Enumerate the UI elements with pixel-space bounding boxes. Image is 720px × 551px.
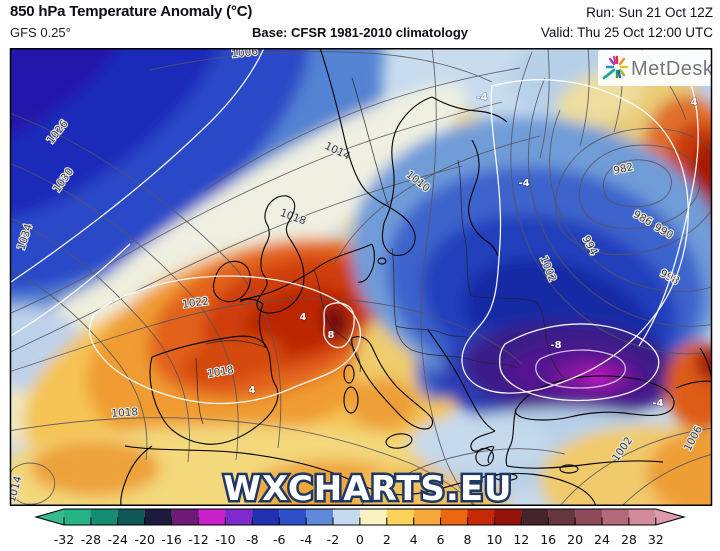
colorbar-segment bbox=[252, 509, 280, 525]
metdesk-logo: MetDesk bbox=[598, 50, 714, 86]
colorbar-segment bbox=[602, 509, 629, 525]
colorbar-arrow-right bbox=[655, 509, 684, 525]
map-svg: 1006 1026 1030 1034 1014 1022 1018 1018 … bbox=[9, 48, 714, 506]
colorbar-tick-label: 20 bbox=[567, 532, 583, 547]
run-time-label: Run: Sun 21 Oct 12Z bbox=[586, 5, 713, 20]
anomaly-label: -4 bbox=[652, 398, 663, 409]
colorbar-segment bbox=[467, 509, 495, 525]
colorbar-segment bbox=[548, 509, 576, 525]
map: 1006 1026 1030 1034 1014 1022 1018 1018 … bbox=[0, 48, 720, 506]
colorbar-tick-label: 0 bbox=[356, 532, 364, 547]
colorbar-tick-label: 4 bbox=[410, 532, 418, 547]
colorbar-segment bbox=[198, 509, 226, 525]
colorbar-tick-label: 10 bbox=[486, 532, 502, 547]
colorbar-segment bbox=[575, 509, 603, 525]
anomaly-label: 4 bbox=[300, 312, 307, 323]
chart-title: 850 hPa Temperature Anomaly (°C) bbox=[10, 3, 253, 20]
isobar-label: 1022 bbox=[182, 295, 210, 311]
baseline-label: Base: CFSR 1981-2010 climatology bbox=[251, 25, 469, 40]
colorbar-tick-label: -12 bbox=[188, 532, 208, 547]
colorbar-labels: -32 -28 -24 -20 -16 -12 -10 -8 -6 -4 -2 … bbox=[54, 532, 664, 547]
colorbar-tick-label: 8 bbox=[464, 532, 472, 547]
colorbar-segments bbox=[33, 508, 687, 526]
isobars-layer bbox=[11, 49, 711, 505]
colorbar-tick-label: -8 bbox=[246, 532, 259, 547]
colorbar-segment bbox=[117, 509, 145, 525]
colorbar-segment bbox=[359, 509, 387, 525]
colorbar-segment bbox=[64, 509, 91, 525]
isobar-label: 1018 bbox=[206, 364, 234, 380]
colorbar-segment bbox=[494, 509, 522, 525]
watermark: WXCHARTS.EU bbox=[223, 469, 512, 506]
colorbar-segment bbox=[413, 509, 441, 525]
colorbar-tick-label: 28 bbox=[621, 532, 637, 547]
anomaly-contours-layer bbox=[11, 49, 699, 405]
starburst-icon bbox=[602, 55, 629, 80]
colorbar-segment bbox=[386, 509, 414, 525]
colorbar-segment bbox=[306, 509, 334, 525]
isobar-label: 1018 bbox=[111, 406, 139, 420]
colorbar-segment bbox=[144, 509, 172, 525]
colorbar-tick-label: -6 bbox=[273, 532, 286, 547]
colorbar-tick-label: -24 bbox=[108, 532, 128, 547]
colorbar-ticks bbox=[63, 517, 657, 525]
colorbar-tick-label: -20 bbox=[134, 532, 154, 547]
colorbar-segment bbox=[225, 509, 253, 525]
colorbar-segment bbox=[628, 509, 656, 525]
colorbar-arrow-left bbox=[36, 509, 64, 525]
anomaly-label: 8 bbox=[328, 330, 335, 341]
anomaly-label: 4 bbox=[249, 385, 256, 396]
temperature-field bbox=[11, 49, 711, 505]
model-label: GFS 0.25° bbox=[10, 25, 71, 40]
isobar-label: 982 bbox=[612, 161, 634, 177]
logo-background bbox=[598, 50, 711, 86]
colorbar-segment bbox=[171, 509, 199, 525]
colorbar-segment bbox=[440, 509, 468, 525]
anomaly-label: -4 bbox=[476, 92, 487, 103]
colorbar-tick-label: -16 bbox=[161, 532, 181, 547]
colorbar-segment bbox=[90, 509, 118, 525]
colorbar-tick-label: 16 bbox=[540, 532, 556, 547]
colorbar-tick-label: -2 bbox=[327, 532, 339, 547]
colorbar-tick-label: -10 bbox=[215, 532, 235, 547]
anomaly-labels: -4 -4 4 4 8 -8 -4 4 bbox=[248, 92, 698, 410]
colorbar-segment bbox=[279, 509, 307, 525]
colorbar-segment bbox=[521, 509, 549, 525]
colorbar-tick-label: 24 bbox=[594, 532, 610, 547]
logo-text: MetDesk bbox=[631, 58, 714, 80]
colorbar-tick-label: 12 bbox=[513, 532, 529, 547]
colorbar-tick-label: -28 bbox=[81, 532, 101, 547]
colorbar-outline bbox=[33, 508, 687, 526]
colorbar-tick-label: -4 bbox=[300, 532, 313, 547]
colorbar-svg: -32 -28 -24 -20 -16 -12 -10 -8 -6 -4 -2 … bbox=[33, 508, 687, 547]
anomaly-label: -4 bbox=[518, 178, 529, 189]
anomaly-label: -8 bbox=[550, 340, 561, 351]
map-border bbox=[9, 48, 713, 506]
valid-time-label: Valid: Thu 25 Oct 12:00 UTC bbox=[540, 25, 713, 40]
colorbar: -32 -28 -24 -20 -16 -12 -10 -8 -6 -4 -2 … bbox=[0, 506, 720, 551]
colorbar-tick-label: 32 bbox=[648, 532, 664, 547]
colorbar-tick-label: -32 bbox=[54, 532, 74, 547]
anomaly-label: 4 bbox=[691, 97, 698, 108]
colorbar-segment bbox=[333, 509, 360, 525]
coastlines-layer bbox=[120, 49, 711, 505]
colorbar-tick-label: 6 bbox=[437, 532, 445, 547]
colorbar-tick-label: 2 bbox=[383, 532, 391, 547]
